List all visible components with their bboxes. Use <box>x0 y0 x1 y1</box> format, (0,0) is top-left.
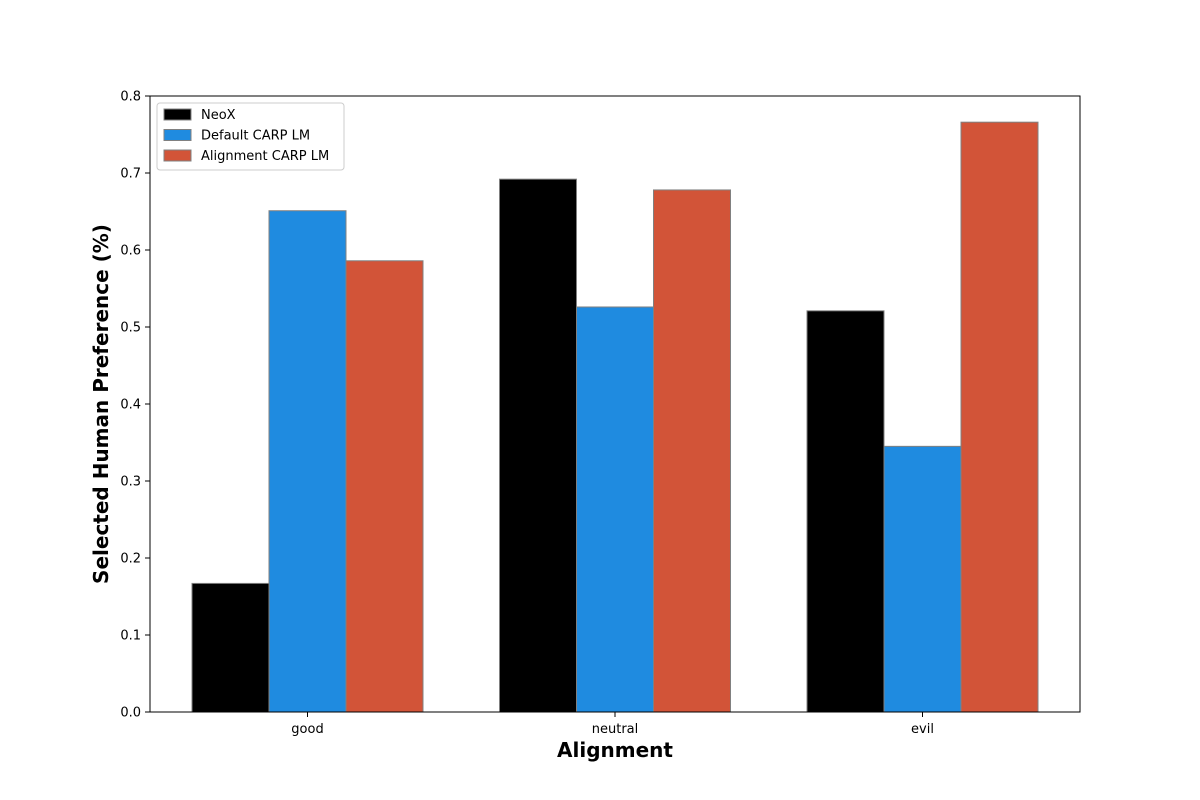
y-axis: 0.0 0.1 0.2 0.3 0.4 0.5 0.6 0.7 0.8 <box>120 90 150 721</box>
legend-swatch-alignment-carp-lm <box>163 149 192 162</box>
y-tick-label: 0.6 <box>120 244 141 259</box>
legend-label-default-carp-lm: Default CARP LM <box>201 129 310 144</box>
x-tick-label: good <box>291 722 323 737</box>
bar-default-carp-lm-neutral <box>576 306 654 713</box>
legend-swatch-neox <box>163 108 192 121</box>
bar-neox-good <box>191 582 270 713</box>
bar-default-carp-lm-good <box>268 210 347 713</box>
y-tick-label: 0.8 <box>120 90 141 105</box>
x-tick-label: evil <box>911 722 934 737</box>
y-tick-label: 0.5 <box>120 321 141 336</box>
bar-alignment-carp-lm-good <box>345 260 424 713</box>
x-tick-label: neutral <box>592 722 639 737</box>
legend-box <box>156 102 345 171</box>
bar-default-carp-lm-evil <box>883 445 962 713</box>
legend-label-alignment-carp-lm: Alignment CARP LM <box>201 149 329 164</box>
x-axis: good neutral evil <box>291 712 934 737</box>
y-tick-label: 0.7 <box>120 167 141 182</box>
legend-label-neox: NeoX <box>201 108 236 123</box>
bar-alignment-carp-lm-neutral <box>653 189 731 713</box>
y-tick-label: 0.4 <box>120 398 141 413</box>
legend: NeoX Default CARP LM Alignment CARP LM <box>156 102 345 171</box>
legend-swatch-default-carp-lm <box>163 129 192 141</box>
y-tick-label: 0.3 <box>120 475 141 490</box>
y-tick-label: 0.0 <box>120 706 141 721</box>
bar-neox-evil <box>806 310 885 713</box>
x-axis-title: Alignment <box>557 738 673 762</box>
bars-layer <box>191 121 1039 713</box>
y-tick-label: 0.2 <box>120 552 141 567</box>
bar-alignment-carp-lm-evil <box>960 121 1039 713</box>
y-axis-title: Selected Human Preference (%) <box>89 224 113 584</box>
y-tick-label: 0.1 <box>120 629 141 644</box>
bar-neox-neutral <box>499 178 577 713</box>
